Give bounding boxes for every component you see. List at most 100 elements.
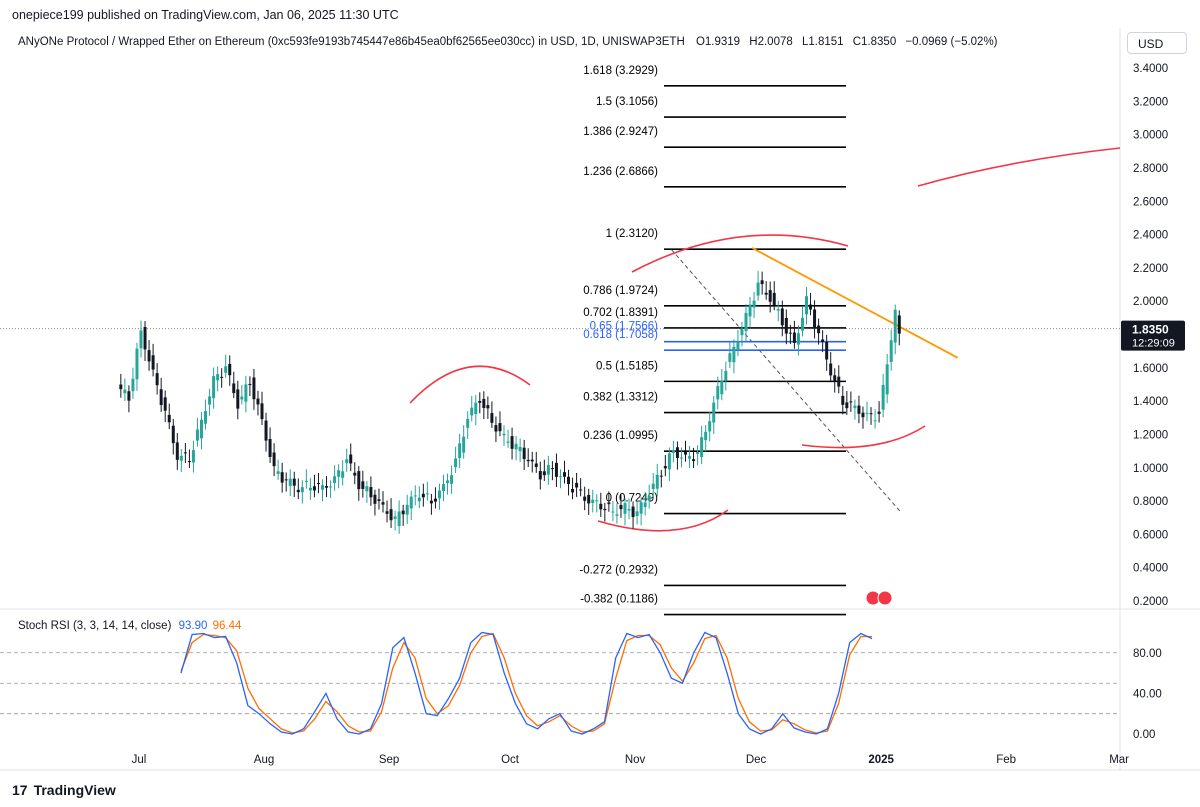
- candle-body: [433, 498, 437, 502]
- candle-body: [349, 454, 353, 464]
- published-by: onepiece199 published on TradingView.com…: [12, 8, 399, 22]
- candle-body: [526, 459, 530, 462]
- candle-body: [675, 447, 679, 458]
- price-tick-label: 3.0000: [1133, 130, 1168, 142]
- candle-body: [490, 413, 494, 423]
- time-tick-label: Oct: [501, 754, 520, 766]
- candle-body: [732, 346, 736, 363]
- candle-body: [417, 497, 421, 502]
- tradingview-brand[interactable]: 17 TradingView: [12, 782, 116, 798]
- candle-body: [385, 511, 389, 514]
- time-tick-label: Aug: [254, 754, 274, 766]
- candle-body: [256, 398, 260, 405]
- candle-body: [865, 412, 869, 414]
- candle-body: [377, 499, 381, 502]
- candle-body: [123, 389, 127, 394]
- candle-body: [397, 511, 401, 527]
- candle-body: [893, 309, 897, 343]
- candle-body: [744, 312, 748, 332]
- time-tick-label: Mar: [1109, 754, 1129, 766]
- stoch-rsi-title[interactable]: Stoch RSI (3, 3, 14, 14, close): [18, 620, 172, 632]
- candle-body: [583, 496, 587, 501]
- candle-body: [825, 341, 829, 360]
- candle-body: [853, 405, 857, 409]
- candle-body: [264, 420, 268, 441]
- candle-body: [437, 490, 441, 499]
- candle-body: [897, 315, 901, 334]
- candle-body: [756, 282, 760, 296]
- candle-body: [212, 376, 216, 399]
- candle-body: [276, 471, 280, 474]
- price-change: −0.0969 (−5.02%): [905, 36, 998, 48]
- candle-body: [187, 461, 191, 463]
- candle-body: [643, 502, 647, 508]
- candle-body: [474, 402, 478, 415]
- candle-body: [659, 475, 663, 477]
- candle-body: [546, 465, 550, 475]
- candle-body: [240, 396, 244, 400]
- candle-body: [667, 453, 671, 470]
- tradingview-wordmark: TradingView: [33, 782, 116, 798]
- candle-body: [792, 332, 796, 343]
- price-tick-label: 1.6000: [1133, 363, 1168, 375]
- candle-body: [204, 411, 208, 424]
- candle-body: [272, 452, 276, 467]
- candle-body: [389, 509, 393, 521]
- candle-body: [393, 516, 397, 519]
- candle-body: [341, 471, 345, 478]
- candle-body: [833, 375, 837, 382]
- candle-body: [567, 476, 571, 485]
- candle-body: [611, 511, 615, 513]
- symbol-name[interactable]: ANyONe Protocol / Wrapped Ether on Ether…: [18, 36, 685, 48]
- candle-body: [696, 451, 700, 454]
- candle-body: [784, 317, 788, 334]
- price-tick-label: 2.2000: [1133, 263, 1168, 275]
- candle-body: [768, 290, 772, 302]
- candle-body: [510, 436, 514, 449]
- candle-body: [147, 350, 151, 362]
- candle-body: [712, 402, 716, 423]
- currency-button[interactable]: USD: [1127, 32, 1187, 54]
- candle-body: [450, 475, 454, 484]
- candle-body: [571, 489, 575, 493]
- candle-body: [627, 508, 631, 511]
- stoch-rsi-pane: 80.00 40.00 0.00: [0, 631, 1162, 741]
- candle-body: [220, 376, 224, 378]
- candle-body: [139, 330, 143, 349]
- candle-body: [478, 400, 482, 403]
- time-tick-label: Jul: [132, 754, 147, 766]
- candle-body: [357, 471, 361, 490]
- time-axis: Jul Aug Sep Oct Nov Dec 2025 Feb Mar: [132, 754, 1130, 766]
- candle-body: [671, 450, 675, 453]
- candle-body: [748, 304, 752, 317]
- candle-body: [224, 366, 228, 373]
- candle-body: [131, 378, 135, 392]
- time-tick-label: Feb: [996, 754, 1016, 766]
- candle-body: [454, 458, 458, 468]
- fib-trend-diagonal: [671, 249, 902, 514]
- candle-body: [494, 425, 498, 432]
- rsi-tick-label: 0.00: [1133, 729, 1155, 741]
- candle-body: [772, 292, 776, 306]
- candle-body: [639, 502, 643, 514]
- time-tick-label: Sep: [379, 754, 399, 766]
- candle-body: [232, 383, 236, 394]
- candle-body: [179, 455, 183, 461]
- stoch-rsi-k-value: 93.90: [178, 620, 208, 632]
- price-tick-label: 3.2000: [1133, 96, 1168, 108]
- candle-body: [631, 506, 635, 518]
- ohlc-close: C1.8350: [852, 36, 897, 48]
- candle-body: [183, 452, 187, 454]
- candle-body: [288, 478, 292, 486]
- candle-body: [425, 493, 429, 495]
- fib-level-label: 1.236 (2.6866): [583, 166, 658, 178]
- ohlc-open: O1.9319: [695, 36, 741, 48]
- candle-body: [619, 504, 623, 510]
- candle-body: [216, 374, 220, 381]
- candle-body: [704, 431, 708, 441]
- candle-body: [809, 304, 813, 310]
- candle-body: [268, 438, 272, 458]
- candle-body: [663, 466, 667, 469]
- red-arc-drawing: [631, 234, 849, 273]
